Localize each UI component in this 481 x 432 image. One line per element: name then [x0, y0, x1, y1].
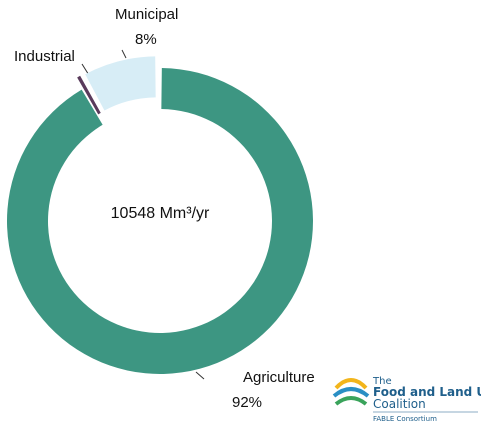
logo-text: FABLE Consortium — [373, 415, 437, 423]
value-label: 8% — [135, 31, 157, 48]
logo-icon — [332, 387, 370, 398]
leader-line — [195, 371, 205, 380]
slice-label: Agriculture — [243, 369, 315, 386]
logo-text: Food and Land Use — [373, 385, 481, 399]
logo-icon — [334, 396, 368, 406]
center-label: 10548 Mm³/yr — [111, 205, 210, 222]
slice-label: Municipal — [115, 6, 178, 23]
value-label: 92% — [232, 394, 262, 411]
logo-icon — [334, 378, 368, 390]
logo-text: The — [372, 376, 392, 387]
donut-slice — [85, 56, 156, 111]
logo: The Food and Land Use Coalition FABLE Co… — [332, 376, 481, 423]
donut-slice — [77, 75, 101, 115]
logo-text: Coalition — [373, 397, 426, 411]
leader-line — [121, 49, 127, 59]
slice-label: Industrial — [14, 48, 75, 65]
